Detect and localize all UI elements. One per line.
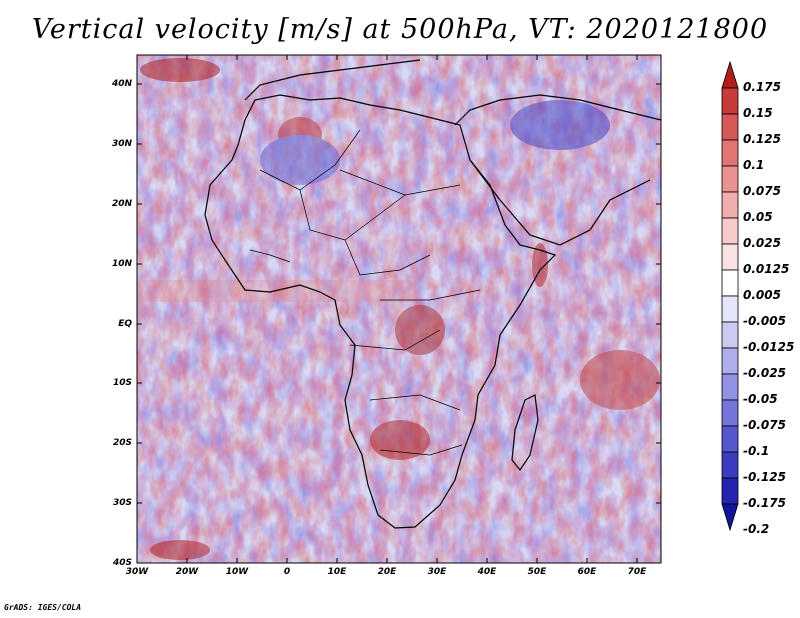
colorbar-label: -0.2 — [743, 522, 770, 536]
colorbar-swatch — [721, 87, 739, 115]
lat-label: 30N — [111, 139, 132, 149]
colorbar-swatch — [721, 347, 739, 375]
lon-label: 10W — [225, 567, 249, 577]
colorbar-swatch — [721, 113, 739, 141]
colorbar-swatch — [721, 373, 739, 401]
colorbar-label: -0.1 — [743, 444, 770, 458]
colorbar-swatch — [721, 243, 739, 271]
coastlines — [204, 59, 662, 529]
colorbar-label: 0.075 — [743, 184, 781, 198]
axis-ticks — [137, 55, 661, 563]
colorbar-label: 0.0125 — [743, 262, 790, 276]
colorbar-swatch — [721, 139, 739, 167]
colorbar-swatch — [721, 399, 739, 427]
colorbar-swatch — [721, 477, 739, 505]
colorbar-label: 0.125 — [743, 132, 781, 146]
lat-label: 30S — [112, 498, 132, 508]
colorbar-label: -0.005 — [743, 314, 786, 328]
lat-label: 10N — [111, 259, 132, 269]
colorbar-label: -0.075 — [743, 418, 786, 432]
colorbar-arrow-top — [721, 60, 739, 89]
lat-label: EQ — [118, 319, 132, 329]
colorbar-swatch — [721, 165, 739, 193]
lon-label: 30E — [427, 567, 447, 577]
colorbar-label: -0.175 — [743, 496, 786, 510]
lon-label: 0 — [283, 567, 291, 577]
lon-label: 30W — [125, 567, 149, 577]
colorbar-label: -0.0125 — [743, 340, 795, 354]
lat-label: 10S — [112, 378, 132, 388]
colorbar-label: 0.05 — [743, 210, 773, 224]
colorbar-label: -0.025 — [743, 366, 786, 380]
colorbar-label: -0.125 — [743, 470, 786, 484]
lat-label: 20S — [112, 438, 132, 448]
colorbar-label: 0.1 — [743, 158, 765, 172]
lon-label: 70E — [627, 567, 647, 577]
colorbar-label: 0.15 — [743, 106, 773, 120]
colorbar-swatch — [721, 217, 739, 245]
colorbar-swatch — [721, 295, 739, 323]
country-borders — [249, 129, 481, 456]
colorbar-swatch — [721, 425, 739, 453]
footer-credit: GrADS: IGES/COLA — [4, 603, 82, 612]
lon-label: 40E — [477, 567, 497, 577]
colorbar-swatch — [721, 191, 739, 219]
map-title: Vertical velocity [m/s] at 500hPa, VT: 2… — [31, 14, 769, 45]
colorbar-label: 0.005 — [743, 288, 781, 302]
lon-label: 50E — [527, 567, 547, 577]
colorbar-swatch — [721, 269, 739, 297]
colorbar-swatch — [721, 451, 739, 479]
lat-label: 40S — [112, 558, 132, 568]
lon-label: 20W — [175, 567, 199, 577]
colorbar-label: 0.175 — [743, 80, 781, 94]
colorbar-arrow-bottom — [721, 503, 739, 532]
field-features — [137, 58, 660, 560]
plot-frame — [136, 54, 662, 564]
lat-label: 20N — [111, 199, 132, 209]
lat-label: 40N — [111, 79, 132, 89]
lon-label: 10E — [327, 567, 347, 577]
lon-label: 20E — [377, 567, 397, 577]
lon-label: 60E — [577, 567, 597, 577]
colorbar-label: 0.025 — [743, 236, 781, 250]
colorbar-swatch — [721, 321, 739, 349]
colorbar — [721, 60, 739, 532]
colorbar-label: -0.05 — [743, 392, 778, 406]
